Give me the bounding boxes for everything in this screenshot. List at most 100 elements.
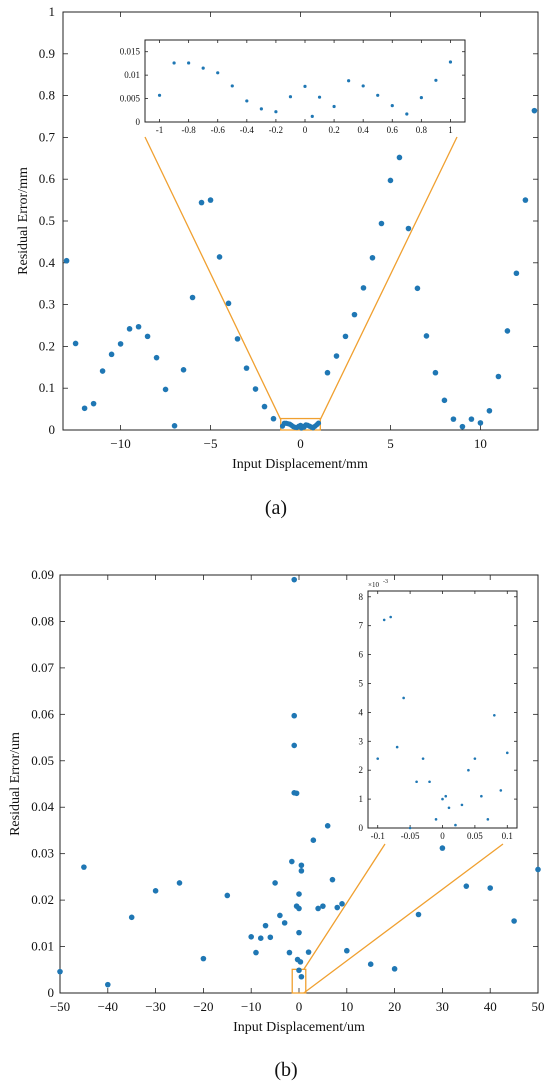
chart-a-point bbox=[198, 199, 205, 206]
chart-a-inset-point bbox=[187, 61, 191, 65]
chart-a-inset-point bbox=[172, 61, 176, 65]
chart-b-inset-point bbox=[441, 797, 444, 801]
chart-b-xtick-label: 30 bbox=[436, 999, 449, 1014]
chart-b-inset-point bbox=[415, 780, 418, 784]
chart-a-point bbox=[153, 354, 160, 361]
chart-a-xlabel: Input Displacement/mm bbox=[232, 457, 368, 472]
chart-b-point bbox=[324, 823, 331, 829]
chart-a-ytick-label: 0.9 bbox=[39, 46, 55, 61]
chart-b-point bbox=[293, 790, 300, 797]
chart-b-point bbox=[281, 920, 288, 926]
chart-a-inset-xtick-label: -0.6 bbox=[211, 125, 226, 135]
chart-b-point bbox=[334, 904, 341, 911]
chart-a-point bbox=[99, 368, 106, 374]
chart-a-inset-point bbox=[390, 104, 394, 108]
chart-a-point bbox=[387, 177, 394, 184]
chart-a-point bbox=[495, 373, 502, 380]
chart-b-point bbox=[267, 934, 274, 941]
chart-b-point bbox=[305, 949, 312, 955]
chart-b-inset-ytick-label: 2 bbox=[359, 765, 364, 775]
chart-a-ylabel: Residual Error/mm bbox=[16, 167, 31, 275]
chart-b-inset-point bbox=[444, 794, 448, 798]
chart-b-point bbox=[339, 901, 345, 907]
chart-a-point bbox=[162, 386, 169, 393]
chart-a-point bbox=[342, 333, 349, 340]
chart-a-ytick-label: 0.3 bbox=[39, 297, 55, 312]
chart-b-ytick-label: 0 bbox=[48, 985, 55, 1000]
chart-b-point bbox=[257, 935, 264, 941]
chart-a-point bbox=[504, 328, 511, 334]
chart-b-inset-point bbox=[447, 806, 451, 810]
chart-b-point bbox=[81, 864, 87, 870]
chart-a-point bbox=[378, 220, 385, 227]
chart-b-xtick-label: 50 bbox=[532, 999, 545, 1014]
chart-b-inset-point bbox=[486, 818, 490, 821]
chart-b-point bbox=[291, 742, 298, 749]
chart-b-inset-point bbox=[493, 713, 496, 717]
chart-b-ytick-label: 0.06 bbox=[31, 706, 54, 721]
chart-a-inset-frame bbox=[144, 39, 466, 123]
chart-a-point bbox=[252, 386, 259, 392]
chart-b-point bbox=[487, 885, 494, 891]
chart-b-inset-frame bbox=[367, 590, 518, 829]
chart-a-ytick-label: 0.2 bbox=[39, 338, 55, 353]
chart-a-inset-xtick-label: 0.8 bbox=[416, 125, 428, 135]
chart-b-inset-point bbox=[395, 745, 399, 749]
chart-a-inset-point bbox=[274, 110, 278, 114]
chart-b-xtick-label: −10 bbox=[241, 999, 261, 1014]
chart-a-inset-point bbox=[157, 93, 162, 97]
chart-b-point bbox=[320, 903, 326, 909]
chart-b-inset-ytick-label: 1 bbox=[359, 794, 364, 804]
chart-b-inset-xtick-label: 0.1 bbox=[502, 831, 513, 841]
chart-a-ytick-label: 0.8 bbox=[39, 88, 55, 103]
chart-b-point bbox=[200, 955, 207, 962]
chart-b-inset-point bbox=[460, 803, 464, 807]
chart-b-point bbox=[253, 949, 259, 956]
chart-a-point bbox=[72, 340, 79, 347]
chart-b-point bbox=[296, 905, 302, 912]
chart-b: −50 −40 −30 −20 −10 0 10 20 30 40 5000.010.020.030… bbox=[8, 567, 545, 1081]
chart-b-point bbox=[291, 712, 298, 719]
chart-b-inset-point bbox=[389, 615, 392, 619]
chart-a-inset-xtick-label: -0.8 bbox=[182, 125, 197, 135]
chart-b-ytick-label: 0.04 bbox=[31, 799, 54, 814]
chart-a-point bbox=[117, 341, 124, 347]
chart-a-xtick-label: −5 bbox=[204, 436, 218, 451]
chart-b-panel-label: (b) bbox=[274, 1059, 297, 1081]
chart-b-point bbox=[391, 966, 398, 972]
chart-b-inset-ytick-label: 7 bbox=[359, 621, 364, 631]
chart-a-point bbox=[333, 353, 340, 359]
chart-b-point bbox=[415, 911, 422, 918]
chart-b-xtick-label: 40 bbox=[484, 999, 497, 1014]
chart-b-inset-point bbox=[467, 768, 470, 772]
chart-a-point bbox=[423, 333, 430, 339]
chart-b-point bbox=[224, 892, 231, 899]
chart-a-point bbox=[432, 369, 439, 376]
chart-b-xtick-label: 20 bbox=[388, 999, 401, 1014]
chart-a-point bbox=[270, 415, 277, 422]
chart-b-inset-point bbox=[434, 818, 438, 821]
chart-a-point bbox=[126, 326, 133, 332]
chart-b-xtick-label: 10 bbox=[340, 999, 353, 1014]
chart-b-ylabel: Residual Error/um bbox=[8, 732, 23, 836]
chart-b-point bbox=[286, 949, 293, 956]
chart-a-point bbox=[414, 285, 421, 292]
chart-a-inset-point bbox=[448, 60, 453, 64]
chart-b-ytick-label: 0.07 bbox=[31, 660, 54, 675]
chart-b-point bbox=[298, 973, 305, 980]
chart-a-inset-point bbox=[201, 66, 205, 70]
chart-a-inset-xtick-label: -0.2 bbox=[269, 125, 283, 135]
chart-b-xtick-label: −40 bbox=[98, 999, 118, 1014]
chart-b-point bbox=[296, 967, 302, 974]
chart-b-point bbox=[289, 858, 295, 865]
chart-b-ytick-label: 0.08 bbox=[31, 613, 54, 628]
chart-b-point bbox=[439, 845, 446, 851]
chart-b-point bbox=[535, 866, 541, 873]
chart-b-xtick-label: −50 bbox=[50, 999, 70, 1014]
chart-a-point bbox=[243, 365, 250, 371]
chart-a-point bbox=[108, 351, 115, 358]
chart-b-point bbox=[296, 891, 302, 897]
chart-a-point bbox=[486, 407, 493, 414]
chart-a-inset-point bbox=[376, 93, 380, 97]
